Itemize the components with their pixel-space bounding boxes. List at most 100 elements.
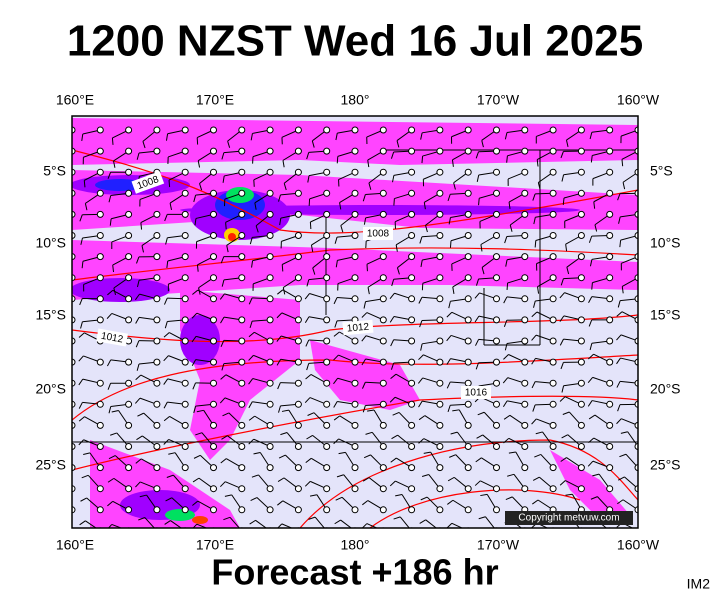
barb-shaft	[72, 298, 73, 299]
barb-feather	[107, 477, 115, 483]
station	[125, 316, 133, 324]
station	[125, 126, 133, 134]
station	[493, 464, 500, 472]
barb-feather	[227, 140, 231, 148]
barb-feather	[305, 457, 312, 464]
station	[577, 189, 585, 197]
barb-feather	[80, 321, 83, 329]
barb-feather	[334, 236, 338, 244]
barb-feather	[81, 261, 84, 269]
barb-feather	[106, 313, 113, 319]
station	[493, 400, 500, 408]
isobar-label: 1016	[465, 388, 488, 399]
station	[379, 189, 387, 197]
barb-feather	[163, 332, 170, 338]
station	[379, 316, 387, 324]
barb-feather	[304, 397, 311, 403]
station	[153, 400, 161, 408]
barb-feather	[78, 439, 84, 446]
barb-feather	[308, 516, 316, 520]
barb-feather	[277, 500, 284, 506]
station	[210, 485, 217, 493]
barb-feather	[333, 415, 341, 421]
barb-feather	[423, 451, 431, 454]
station	[379, 168, 387, 176]
station	[351, 232, 359, 239]
barb-feather	[225, 222, 227, 230]
station	[351, 443, 359, 450]
barb-feather	[168, 180, 171, 188]
station	[577, 337, 585, 345]
barb-feather	[503, 296, 508, 304]
station	[96, 443, 104, 450]
station	[408, 210, 416, 218]
barb-feather	[367, 160, 370, 168]
barb-feather	[199, 183, 203, 191]
station	[408, 168, 416, 176]
barb-feather	[592, 473, 600, 477]
station	[351, 485, 359, 493]
barb-feather	[78, 355, 84, 362]
station	[521, 126, 529, 134]
barb-feather	[165, 237, 168, 245]
station	[493, 253, 500, 261]
barb-feather	[306, 363, 310, 371]
station	[408, 147, 416, 155]
barb-feather	[362, 194, 366, 202]
station	[436, 274, 444, 282]
barb-feather	[220, 316, 225, 324]
barb-feather	[393, 516, 401, 520]
barb-feather	[420, 343, 423, 351]
barb-feather	[137, 412, 144, 417]
barb-feather	[417, 377, 424, 384]
longitude-label: 180°	[341, 92, 370, 108]
barb-feather	[193, 406, 197, 414]
barb-feather	[620, 431, 628, 434]
barb-feather	[163, 378, 169, 385]
barb-feather	[226, 245, 229, 253]
barb-feather	[110, 432, 117, 436]
barb-feather	[311, 140, 315, 148]
barb-feather	[191, 359, 197, 366]
station	[436, 337, 444, 345]
barb-feather	[390, 373, 397, 379]
station	[436, 358, 444, 366]
barb-feather	[534, 453, 542, 458]
station	[464, 506, 472, 514]
station	[606, 400, 614, 408]
barb-feather	[619, 453, 627, 458]
station	[153, 210, 161, 218]
station	[96, 126, 104, 134]
barb-feather	[450, 431, 458, 435]
station	[351, 147, 359, 155]
station	[296, 527, 301, 528]
isobar-label: 1008	[367, 229, 390, 240]
station	[636, 527, 638, 528]
station	[606, 464, 614, 472]
barb-feather	[419, 236, 423, 244]
station	[238, 400, 246, 408]
station	[381, 527, 386, 528]
station	[408, 337, 416, 345]
station	[408, 316, 416, 324]
barb-feather	[389, 480, 396, 487]
barb-feather	[53, 518, 60, 521]
barb-feather	[588, 296, 593, 304]
longitude-label: 160°E	[56, 92, 94, 108]
station	[125, 295, 133, 303]
station	[464, 189, 472, 197]
barb-feather	[338, 451, 346, 455]
barb-feather	[249, 519, 256, 525]
station	[464, 210, 472, 218]
barb-feather	[276, 312, 283, 319]
station	[238, 147, 246, 155]
station	[210, 358, 217, 366]
station	[181, 189, 189, 197]
station	[125, 147, 133, 155]
station	[153, 316, 161, 324]
barb-feather	[192, 289, 199, 295]
barb-feather	[220, 256, 225, 264]
barb-feather	[504, 343, 508, 351]
station	[521, 232, 529, 239]
station	[464, 147, 472, 155]
